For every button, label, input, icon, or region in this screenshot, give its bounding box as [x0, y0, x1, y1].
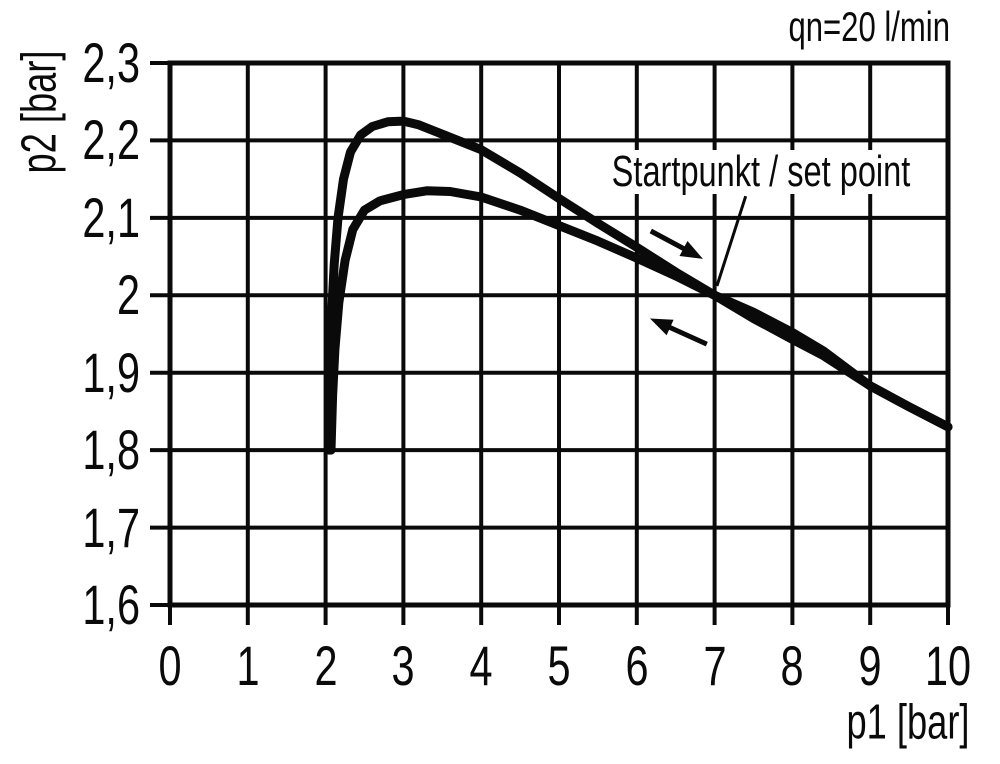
y-axis-title: p2 [bar] [12, 50, 67, 174]
x-tick-label: 4 [469, 634, 493, 697]
y-tick-label: 2,2 [82, 108, 140, 172]
flow-rate-label: qn=20 l/min [788, 3, 950, 50]
y-tick-label: 2,1 [82, 185, 140, 249]
x-tick-label: 9 [858, 634, 882, 697]
data-curves [325, 116, 953, 455]
annotation-graphics [649, 195, 748, 347]
x-axis-title: p1 [bar] [846, 695, 970, 750]
y-tick-label: 1,8 [82, 418, 140, 482]
return-direction-arrow-shaft [665, 323, 708, 347]
plot-border [167, 60, 951, 608]
x-tick-label: 6 [625, 634, 649, 697]
upper-curve [325, 116, 953, 455]
forward-direction-arrow-shaft [649, 228, 689, 253]
lower-curve [326, 186, 953, 455]
y-tick-label: 2,3 [82, 31, 140, 94]
y-tick-label: 1,9 [82, 340, 140, 404]
y-tick-label: 2 [116, 263, 140, 327]
grid-lines [170, 63, 948, 605]
y-tick-label: 1,7 [82, 495, 140, 559]
x-tick-label: 5 [547, 634, 571, 697]
forward-direction-arrow-head [679, 241, 703, 259]
x-tick-label: 7 [703, 634, 727, 697]
y-tick-label: 1,6 [82, 573, 140, 636]
x-tick-label: 2 [314, 634, 338, 697]
x-tick-label: 3 [391, 634, 415, 697]
return-direction-arrow-head [650, 318, 674, 336]
x-tick-label: 8 [780, 634, 804, 697]
setpoint-annotation-label: Startpunkt / set point [607, 150, 915, 194]
x-tick-label: 10 [924, 634, 972, 697]
setpoint-leader-line [715, 195, 748, 287]
x-tick-label: 1 [236, 634, 260, 697]
x-tick-label: 0 [158, 634, 182, 697]
